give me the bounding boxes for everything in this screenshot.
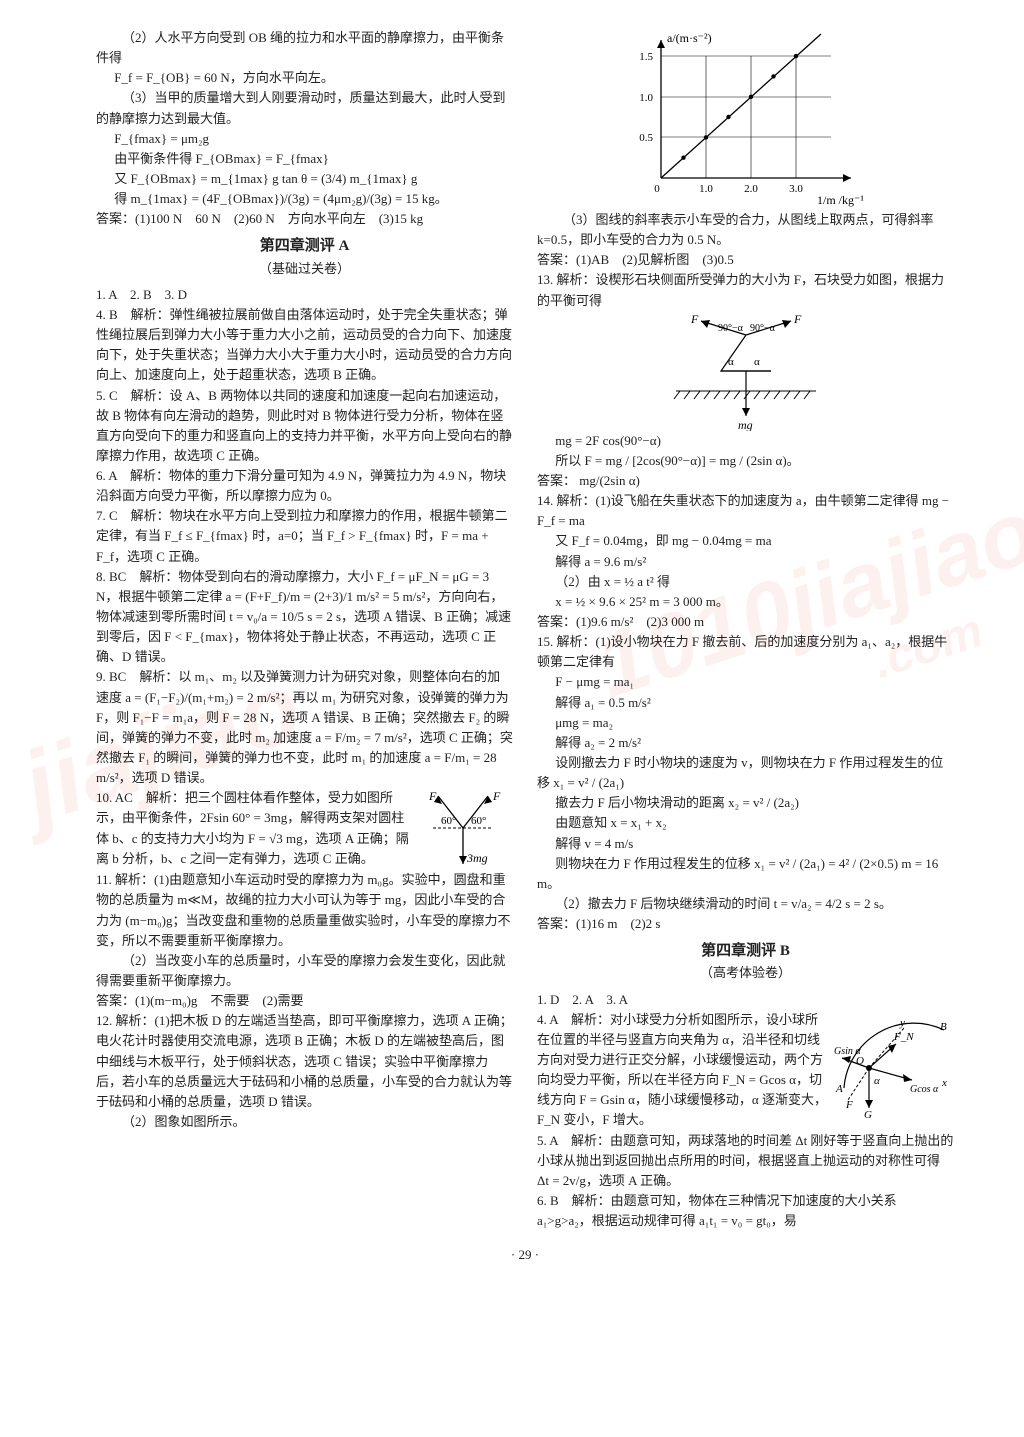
q12b: （2）图象如图所示。 — [96, 1112, 513, 1132]
q4: 4. B 解析：弹性绳被拉展前做自由落体运动时，处于完全失重状态；弹性绳拉展后到… — [96, 305, 513, 386]
figure-a: F F 60° 60° 3mg — [413, 788, 513, 870]
r14b: 又 F_f = 0.04mg，即 mg − 0.04mg = ma — [537, 531, 954, 551]
figA-ang1: 60° — [441, 815, 456, 827]
r13b: mg = 2F cos(90°−α) — [537, 431, 954, 451]
page-number: · 29 · — [96, 1245, 954, 1265]
section-title-b: 第四章测评 B — [537, 940, 954, 963]
wedge-ang1: 90°−α — [718, 323, 744, 334]
xtick-2: 3.0 — [789, 183, 803, 195]
section-sub-a: （基础过关卷） — [96, 259, 513, 279]
r15j: 则物块在力 F 作用过程发生的位移 x₁ = v² / (2a₁) = 4² /… — [537, 854, 954, 894]
ball-y: y — [899, 1017, 905, 1029]
figure-wedge: F F 90°−α 90°−α α α mg — [537, 311, 954, 431]
wedge-mg: mg — [738, 418, 753, 431]
rB6: 6. B 解析：由题意可知，物体在三种情况下加速度的大小关系 a₁>g>a₂，根… — [537, 1191, 954, 1231]
r15k: （2）撤去力 F 后物块继续滑动的时间 t = v/a₂ = 4/2 s = 2… — [537, 894, 954, 914]
wedge-F1: F — [690, 312, 699, 326]
figA-F2: F — [492, 789, 501, 803]
q5: 5. C 解析：设 A、B 两物体以共同的速度和加速度一起向右加速运动，故 B … — [96, 386, 513, 467]
ball-O: O — [856, 1055, 864, 1067]
wedge-alpha2: α — [754, 356, 760, 368]
r13: 13. 解析：设楔形石块侧面所受弹力的大小为 F，石块受力如图，根据力的平衡可得 — [537, 270, 954, 310]
q6: 6. A 解析：物体的重力下滑分量可知为 4.9 N，弹簧拉力为 4.9 N，物… — [96, 466, 513, 506]
r15d: μmg = ma₂ — [537, 713, 954, 733]
r14e: x = ½ × 9.6 × 25² m = 3 000 m。 — [537, 592, 954, 612]
r15h: 由题意知 x = x₁ + x₂ — [537, 813, 954, 833]
figure-ball-svg: B y F_N A x Gcos α Gsin α α G F O — [834, 1010, 954, 1120]
r13c: 所以 F = mg / [2cos(90°−α)] = mg / (2sin α… — [537, 451, 954, 471]
wedge-F2: F — [793, 312, 802, 326]
ball-B: B — [940, 1021, 947, 1033]
page-columns: （2）人水平方向受到 OB 绳的拉力和水平面的静摩擦力，由平衡条件得 F_f =… — [96, 28, 954, 1231]
r15a: 15. 解析：(1)设小物块在力 F 撤去前、后的加速度分别为 a₁、a₂，根据… — [537, 632, 954, 672]
ball-alpha: α — [874, 1075, 880, 1087]
q12a: 12. 解析：(1)把木板 D 的左端适当垫高，即可平衡摩擦力，选项 A 正确；… — [96, 1011, 513, 1112]
ytick-0: 0.5 — [639, 132, 653, 144]
q11c: 答案：(1)(m−m₀)g 不需要 (2)需要 — [96, 991, 513, 1011]
left-p7: 得 m_{1max} = (4F_{OBmax})/(3g) = (4μm₂g)… — [96, 189, 513, 209]
ball-FN: F_N — [893, 1031, 914, 1043]
ball-F: F — [845, 1099, 853, 1111]
r14a: 14. 解析：(1)设飞船在失重状态下的加速度为 a，由牛顿第二定律得 mg −… — [537, 491, 954, 531]
q11a: 11. 解析：(1)由题意知小车运动时受的摩擦力为 m₀g。实验中，圆盘和重物的… — [96, 870, 513, 951]
section-sub-b: （高考体验卷） — [537, 963, 954, 983]
q8: 8. BC 解析：物体受到向右的滑动摩擦力，大小 F_f = μF_N = μG… — [96, 567, 513, 668]
r15e: 解得 a₂ = 2 m/s² — [537, 733, 954, 753]
r15b: F − μmg = ma₁ — [537, 672, 954, 692]
r15i: 解得 v = 4 m/s — [537, 834, 954, 854]
left-p8: 答案：(1)100 N 60 N (2)60 N 方向水平向左 (3)15 kg — [96, 209, 513, 229]
figA-mg: 3mg — [466, 851, 488, 865]
chart-a-svg: 0.5 1.0 1.5 1.0 2.0 3.0 0 — [621, 28, 871, 208]
left-p2: F_f = F_{OB} = 60 N，方向水平向左。 — [96, 68, 513, 88]
q9: 9. BC 解析：以 m₁、m₂ 以及弹簧测力计为研究对象，则整体向右的加速度 … — [96, 667, 513, 788]
r2: 答案：(1)AB (2)见解析图 (3)0.5 — [537, 250, 954, 270]
q7: 7. C 解析：物块在水平方向上受到拉力和摩擦力的作用，根据牛顿第二定律，有当 … — [96, 506, 513, 566]
figure-ball: B y F_N A x Gcos α Gsin α α G F O — [834, 1010, 954, 1120]
left-p3: （3）当甲的质量增大到人刚要滑动时，质量达到最大，此时人受到的静摩擦力达到最大值… — [96, 88, 513, 128]
r15l: 答案：(1)16 m (2)2 s — [537, 914, 954, 934]
q1: 1. A 2. B 3. D — [96, 285, 513, 305]
chart-a: 0.5 1.0 1.5 1.0 2.0 3.0 0 — [537, 28, 954, 208]
section-title-a: 第四章测评 A — [96, 235, 513, 258]
wedge-alpha1: α — [728, 356, 734, 368]
left-p5: 由平衡条件得 F_{OBmax} = F_{fmax} — [96, 149, 513, 169]
figure-wedge-svg: F F 90°−α 90°−α α α mg — [646, 311, 846, 431]
r15f: 设刚撤去力 F 时小物块的速度为 v，则物块在力 F 作用过程发生的位移 x₁ … — [537, 753, 954, 793]
ball-G: G — [864, 1109, 872, 1120]
r15c: 解得 a₁ = 0.5 m/s² — [537, 693, 954, 713]
figA-ang2: 60° — [471, 815, 486, 827]
origin-0: 0 — [654, 183, 660, 195]
q11b: （2）当改变小车的总质量时，小车受的摩擦力会发生变化，因此就得需要重新平衡摩擦力… — [96, 951, 513, 991]
r15g: 撤去力 F 后小物块滑动的距离 x₂ = v² / (2a₂) — [537, 793, 954, 813]
left-p1: （2）人水平方向受到 OB 绳的拉力和水平面的静摩擦力，由平衡条件得 — [96, 28, 513, 68]
left-p4: F_{fmax} = μm₂g — [96, 129, 513, 149]
wedge-ang2: 90°−α — [750, 323, 776, 334]
ylabel: a/(m·s⁻²) — [667, 31, 712, 45]
ball-x: x — [941, 1077, 947, 1089]
rB1: 1. D 2. A 3. A — [537, 990, 954, 1010]
r14c: 解得 a = 9.6 m/s² — [537, 552, 954, 572]
ytick-2: 1.5 — [639, 51, 653, 63]
ball-Gcos: Gcos α — [910, 1084, 939, 1095]
rB5: 5. A 解析：由题意可知，两球落地的时间差 Δt 刚好等于竖直向上抛出的小球从… — [537, 1131, 954, 1191]
ytick-1: 1.0 — [639, 92, 653, 104]
r13d: 答案： mg/(2sin α) — [537, 471, 954, 491]
ball-A: A — [835, 1083, 843, 1095]
r1: （3）图线的斜率表示小车受的合力，从图线上取两点，可得斜率 k=0.5，即小车受… — [537, 210, 954, 250]
figA-F1: F — [428, 789, 437, 803]
r14f: 答案：(1)9.6 m/s² (2)3 000 m — [537, 612, 954, 632]
xlabel: 1/m /kg⁻¹ — [817, 193, 864, 207]
right-column: 0.5 1.0 1.5 1.0 2.0 3.0 0 — [537, 28, 954, 1231]
r14d: （2）由 x = ½ a t² 得 — [537, 572, 954, 592]
xtick-1: 2.0 — [744, 183, 758, 195]
left-column: （2）人水平方向受到 OB 绳的拉力和水平面的静摩擦力，由平衡条件得 F_f =… — [96, 28, 513, 1231]
xtick-0: 1.0 — [699, 183, 713, 195]
rB4-block: B y F_N A x Gcos α Gsin α α G F O 4. A 解… — [537, 1010, 954, 1131]
left-p6: 又 F_{OBmax} = m_{1max} g tan θ = (3/4) m… — [96, 169, 513, 189]
figure-a-svg: F F 60° 60° 3mg — [413, 788, 513, 870]
q10-block: F F 60° 60° 3mg 10. AC 解析：把三个圆柱体看作整体，受力如… — [96, 788, 513, 870]
